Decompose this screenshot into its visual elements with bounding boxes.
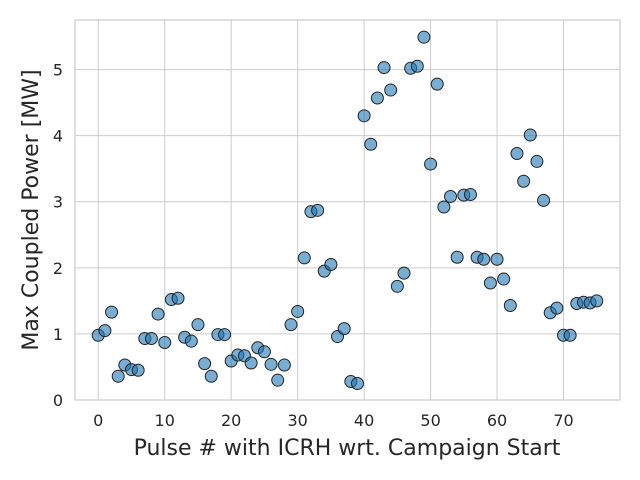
data-point (490, 252, 504, 266)
data-point (337, 322, 351, 336)
data-point (510, 146, 524, 160)
y-tick-label: 2 (53, 259, 63, 278)
data-point (184, 334, 198, 348)
data-point (397, 266, 411, 280)
plot-frame (74, 19, 621, 401)
grid (75, 20, 620, 401)
y-axis-label: Max Coupled Power [MW] (19, 69, 44, 350)
data-point (503, 298, 517, 312)
data-point (350, 376, 364, 390)
data-point (563, 328, 577, 342)
data-point (444, 189, 458, 203)
data-point (590, 294, 604, 308)
data-point (497, 272, 511, 286)
data-point (417, 30, 431, 44)
x-tick-label: 0 (93, 411, 103, 430)
data-point (463, 187, 477, 201)
data-point (450, 250, 464, 264)
data-point (277, 358, 291, 372)
data-point (171, 291, 185, 305)
data-point (244, 356, 258, 370)
data-point (271, 373, 285, 387)
data-point (517, 174, 531, 188)
y-tick-label: 3 (53, 193, 63, 212)
data-point (424, 157, 438, 171)
data-point (198, 357, 212, 371)
y-tick-label: 5 (53, 61, 63, 80)
data-point (437, 200, 451, 214)
data-point (111, 369, 125, 383)
x-axis-label: Pulse # with ICRH wrt. Campaign Start (134, 436, 561, 461)
data-point (357, 109, 371, 123)
data-point (151, 307, 165, 321)
data-point (384, 83, 398, 97)
x-tick-label: 50 (420, 411, 440, 430)
data-point (430, 77, 444, 91)
data-point (284, 318, 298, 332)
y-tick-labels: 0 1 2 3 4 5 (53, 61, 63, 410)
data-point (257, 345, 271, 359)
data-point (158, 336, 172, 350)
data-point (311, 203, 325, 217)
x-tick-label: 10 (155, 411, 175, 430)
y-tick-label: 4 (53, 127, 63, 146)
x-tick-labels: 0 10 20 30 40 50 60 70 (93, 411, 574, 430)
data-point (377, 61, 391, 75)
y-tick-label: 0 (53, 391, 63, 410)
y-tick-label: 1 (53, 325, 63, 344)
data-point (191, 318, 205, 332)
data-points (91, 30, 604, 390)
data-point (483, 276, 497, 290)
data-point (390, 279, 404, 293)
x-tick-label: 40 (354, 411, 374, 430)
x-tick-label: 20 (221, 411, 241, 430)
data-point (105, 305, 119, 319)
data-point (297, 251, 311, 265)
data-point (523, 128, 537, 142)
data-point (370, 91, 384, 105)
data-point (530, 154, 544, 168)
data-point (204, 369, 218, 383)
data-point (364, 137, 378, 151)
x-tick-label: 70 (553, 411, 573, 430)
data-point (264, 357, 278, 371)
x-tick-label: 30 (287, 411, 307, 430)
data-point (477, 252, 491, 266)
data-point (550, 301, 564, 315)
data-point (144, 332, 158, 346)
data-point (537, 193, 551, 207)
x-tick-label: 60 (487, 411, 507, 430)
data-point (291, 304, 305, 318)
data-point (98, 324, 112, 338)
data-point (131, 363, 145, 377)
data-point (218, 328, 232, 342)
data-point (324, 258, 338, 272)
data-point (410, 59, 424, 73)
